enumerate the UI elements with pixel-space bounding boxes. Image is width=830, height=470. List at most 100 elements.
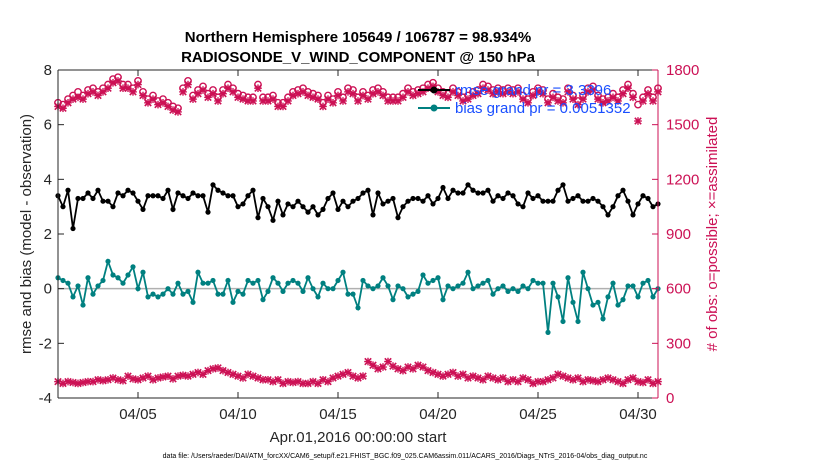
rmse-point: [80, 195, 86, 202]
bias-point: [285, 280, 291, 286]
rmse-point: [610, 204, 616, 210]
obs-assimilated-point: [179, 88, 187, 96]
bias-point: [545, 329, 551, 335]
obs-assimilated-point: [64, 377, 72, 386]
obs-assimilated-point: [269, 95, 277, 103]
rmse-point: [595, 198, 601, 204]
bias-point: [355, 305, 361, 311]
obs-assimilated-point: [644, 89, 652, 98]
bias-point: [495, 286, 501, 292]
bias-point: [205, 280, 211, 286]
obs-assimilated-point: [614, 97, 622, 105]
y-right-tick-label: 900: [666, 226, 691, 243]
rmse-point: [275, 198, 281, 204]
bias-point: [185, 288, 191, 294]
obs-assimilated-point: [634, 377, 642, 386]
y-right-tick-label: 1800: [666, 62, 699, 79]
rmse-point: [645, 195, 651, 202]
obs-assimilated-point: [179, 371, 187, 380]
legend-bias-marker: [430, 104, 438, 112]
y-right-tick-label: 600: [666, 281, 691, 298]
bias-point: [135, 286, 141, 292]
rmse-point: [390, 195, 396, 202]
rmse-point: [385, 198, 391, 204]
rmse-point: [100, 198, 106, 204]
rmse-point: [290, 204, 296, 210]
bias-point: [270, 275, 276, 281]
bias-point: [175, 280, 181, 286]
rmse-point: [545, 198, 551, 204]
rmse-point: [165, 187, 171, 193]
bias-point: [635, 294, 641, 300]
bias-point: [330, 286, 336, 292]
rmse-point: [335, 206, 341, 212]
obs-assimilated-point: [514, 88, 522, 96]
bias-point: [140, 269, 146, 275]
obs-assimilated-point: [144, 372, 152, 380]
obs-assimilated-point: [559, 99, 567, 107]
rmse-point: [250, 187, 256, 193]
rmse-point: [400, 204, 406, 210]
obs-assimilated-point: [124, 84, 132, 93]
rmse-point: [325, 195, 331, 202]
obs-assimilated-point: [64, 99, 72, 107]
obs-assimilated-point: [204, 93, 212, 102]
y-right-tick-label: 0: [666, 390, 674, 407]
bias-point: [320, 280, 326, 286]
bias-point: [620, 297, 626, 303]
obs-assimilated-point: [589, 86, 597, 94]
rmse-point: [495, 193, 501, 199]
bias-point: [440, 297, 446, 303]
rmse-point: [110, 204, 116, 210]
rmse-point: [640, 193, 646, 199]
rmse-point: [170, 206, 176, 212]
bias-point: [500, 283, 506, 289]
bias-point: [160, 291, 166, 297]
rmse-point: [585, 198, 591, 204]
bias-point: [420, 272, 426, 278]
rmse-point: [500, 195, 506, 202]
rmse-point: [145, 193, 151, 199]
rmse-point: [140, 206, 146, 212]
obs-assimilated-point: [114, 77, 122, 85]
rmse-point: [215, 187, 221, 193]
bias-point: [405, 294, 411, 300]
rmse-point: [615, 193, 621, 199]
bias-point: [210, 277, 216, 284]
bias-point: [310, 286, 316, 292]
y-right-tick-label: 300: [666, 335, 691, 352]
bias-point: [435, 275, 441, 281]
obs-assimilated-point: [359, 91, 367, 100]
bias-point: [335, 277, 341, 284]
bias-point: [470, 286, 476, 292]
bias-point: [295, 280, 301, 286]
bias-point: [580, 269, 586, 275]
bias-point: [145, 294, 151, 300]
bias-point: [640, 280, 646, 286]
bias-point: [510, 286, 516, 292]
bias-point: [170, 291, 176, 297]
bias-point: [410, 291, 416, 297]
rmse-point: [315, 212, 321, 218]
bias-point: [85, 275, 91, 281]
bias-point: [290, 277, 296, 284]
bias-point: [365, 283, 371, 289]
x-tick-label: 04/05: [119, 406, 157, 423]
obs-assimilated-point: [594, 95, 602, 103]
bias-point: [105, 258, 111, 264]
rmse-point: [305, 209, 311, 215]
bias-point: [485, 277, 491, 284]
bias-point: [80, 302, 86, 308]
bias-point: [525, 286, 531, 292]
obs-assimilated-point: [649, 97, 657, 105]
rmse-point: [245, 193, 251, 199]
chart-title: Northern Hemisphere 105649 / 106787 = 98…: [185, 29, 531, 46]
bias-point: [385, 283, 391, 289]
obs-assimilated-point: [549, 374, 557, 382]
bias-point: [390, 297, 396, 303]
rmse-point: [355, 195, 361, 202]
rmse-point: [420, 198, 426, 204]
data-file-footnote: data file: /Users/raeder/DAI/ATM_forcXX/…: [163, 453, 648, 460]
obs-assimilated-point: [339, 97, 347, 105]
bias-point: [130, 264, 136, 270]
